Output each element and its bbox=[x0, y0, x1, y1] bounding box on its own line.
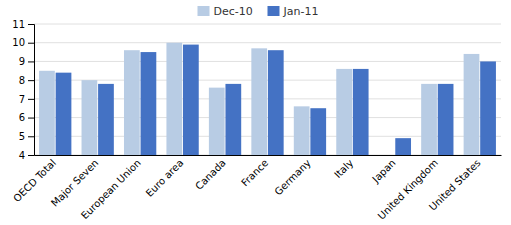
tick: 5 bbox=[19, 131, 34, 142]
tick-mark bbox=[28, 61, 34, 62]
bar bbox=[124, 50, 140, 155]
tick: Euro area bbox=[144, 155, 186, 199]
legend-label: Jan-11 bbox=[283, 5, 319, 18]
series bbox=[56, 45, 496, 155]
bar bbox=[225, 84, 241, 155]
grid-line bbox=[34, 80, 501, 81]
bar bbox=[395, 138, 411, 155]
bar bbox=[166, 43, 182, 155]
tick-label: United States bbox=[427, 157, 483, 213]
bar bbox=[183, 45, 199, 155]
bar bbox=[82, 80, 98, 155]
bars bbox=[39, 43, 496, 155]
tick: OECD Total bbox=[11, 155, 58, 204]
tick-label: France bbox=[239, 157, 270, 188]
bar bbox=[209, 88, 225, 155]
axis-line bbox=[28, 25, 35, 156]
legend-item: Dec-10 bbox=[198, 5, 253, 18]
tick-mark bbox=[28, 24, 34, 25]
tick: France bbox=[239, 155, 270, 188]
legend: Dec-10 Jan-11 bbox=[198, 5, 319, 18]
series bbox=[39, 43, 479, 155]
chart: 4 5 6 7 8 9 10 11 OECD TotalMajor SevenEuropean … bbox=[0, 0, 511, 225]
bar bbox=[294, 106, 310, 155]
tick-label: 7 bbox=[19, 94, 25, 105]
grid-line bbox=[34, 24, 501, 25]
bar bbox=[421, 84, 437, 155]
y-axis: 4 5 6 7 8 9 10 11 bbox=[12, 19, 34, 161]
tick-mark bbox=[28, 43, 34, 44]
bar bbox=[251, 48, 267, 155]
bar bbox=[56, 73, 72, 155]
legend-label: Dec-10 bbox=[214, 5, 253, 18]
tick: United Kingdom bbox=[376, 155, 441, 222]
legend-swatch bbox=[268, 6, 280, 16]
tick-label: European Union bbox=[79, 157, 143, 221]
tick-mark bbox=[28, 118, 34, 119]
bar bbox=[336, 69, 352, 155]
bar bbox=[268, 50, 284, 155]
tick-label: 6 bbox=[19, 112, 25, 123]
legend-swatch bbox=[198, 6, 210, 16]
tick: Italy bbox=[332, 155, 355, 180]
tick: United States bbox=[427, 155, 483, 213]
tick-label: 9 bbox=[19, 56, 25, 67]
bar bbox=[353, 69, 369, 155]
bar bbox=[464, 54, 480, 155]
tick-label: United Kingdom bbox=[376, 157, 441, 222]
tick-label: 10 bbox=[12, 37, 25, 48]
bar bbox=[480, 61, 496, 155]
grid-line bbox=[34, 61, 501, 62]
tick-mark bbox=[28, 136, 34, 137]
bar bbox=[98, 84, 114, 155]
tick: Japan bbox=[369, 155, 397, 185]
tick: European Union bbox=[79, 155, 143, 221]
tick: 10 bbox=[12, 37, 34, 48]
tick: 7 bbox=[19, 94, 34, 105]
tick: 8 bbox=[19, 75, 34, 86]
tick-mark bbox=[28, 99, 34, 100]
tick: 4 bbox=[19, 150, 34, 161]
tick: Canada bbox=[193, 155, 228, 192]
tick-label: OECD Total bbox=[11, 157, 58, 204]
tick-label: 8 bbox=[19, 75, 25, 86]
axis-line bbox=[35, 155, 502, 156]
bar bbox=[310, 108, 326, 155]
tick: 6 bbox=[19, 112, 34, 123]
tick: 9 bbox=[19, 56, 34, 67]
tick-label: 11 bbox=[12, 19, 25, 30]
grid-line bbox=[34, 42, 501, 43]
tick: Germany bbox=[273, 155, 313, 197]
tick-label: Canada bbox=[193, 157, 228, 192]
legend-item: Jan-11 bbox=[268, 5, 319, 18]
tick-label: 5 bbox=[19, 131, 25, 142]
bar bbox=[141, 52, 157, 155]
tick-mark bbox=[28, 155, 34, 156]
tick-label: 4 bbox=[19, 150, 25, 161]
tick-label: Germany bbox=[273, 157, 313, 197]
tick-label: Japan bbox=[369, 157, 397, 185]
grid bbox=[34, 24, 501, 155]
bar bbox=[39, 71, 55, 155]
tick-label: Italy bbox=[332, 157, 355, 180]
tick-label: Euro area bbox=[144, 157, 186, 199]
plot: 4 5 6 7 8 9 10 11 OECD TotalMajor SevenEuropean … bbox=[11, 19, 501, 222]
tick: 11 bbox=[12, 19, 34, 30]
x-axis: OECD TotalMajor SevenEuropean UnionEuro … bbox=[11, 155, 501, 222]
bar bbox=[438, 84, 454, 155]
tick-mark bbox=[28, 80, 34, 81]
